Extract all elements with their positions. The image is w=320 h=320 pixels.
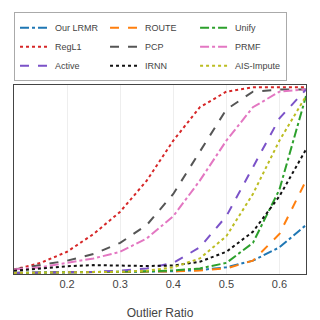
svg-text:Unify: Unify	[235, 23, 256, 33]
svg-text:RegL1: RegL1	[55, 42, 82, 52]
svg-text:Active: Active	[55, 61, 80, 71]
svg-text:0.2: 0.2	[59, 278, 74, 290]
svg-text:AIS-Impute: AIS-Impute	[235, 61, 280, 71]
svg-text:PRMF: PRMF	[235, 42, 261, 52]
svg-text:Outlier Ratio: Outlier Ratio	[127, 306, 194, 320]
svg-text:0.6: 0.6	[272, 278, 287, 290]
svg-text:ROUTE: ROUTE	[145, 23, 177, 33]
svg-text:Our LRMR: Our LRMR	[55, 23, 99, 33]
svg-text:PCP: PCP	[145, 42, 164, 52]
svg-text:0.5: 0.5	[219, 278, 234, 290]
svg-text:IRNN: IRNN	[145, 61, 167, 71]
svg-text:0.4: 0.4	[166, 278, 181, 290]
svg-text:0.3: 0.3	[113, 278, 128, 290]
